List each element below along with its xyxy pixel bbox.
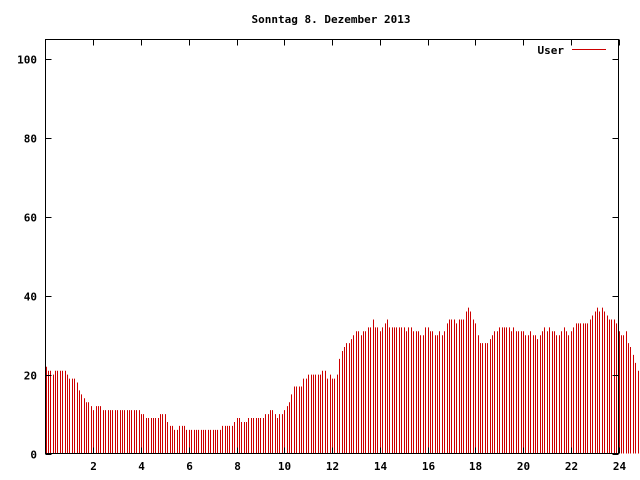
x-tick-label: 20 xyxy=(517,460,530,473)
x-tick-label: 14 xyxy=(374,460,388,473)
legend-label: User xyxy=(538,44,565,57)
y-tick-label: 40 xyxy=(24,291,37,304)
bars xyxy=(46,307,639,454)
y-tick-label: 80 xyxy=(24,133,37,146)
x-tick-label: 2 xyxy=(90,460,97,473)
y-tick-label: 20 xyxy=(24,370,37,383)
y-tick-label: 100 xyxy=(17,54,37,67)
x-tick-label: 6 xyxy=(186,460,193,473)
y-tick-label: 60 xyxy=(24,212,37,225)
x-tick-label: 8 xyxy=(234,460,241,473)
legend: User xyxy=(538,44,606,57)
x-tick-label: 16 xyxy=(422,460,436,473)
plot-frame xyxy=(45,39,619,454)
x-tick-label: 4 xyxy=(138,460,145,473)
x-tick-label: 22 xyxy=(565,460,578,473)
x-tick-label: 12 xyxy=(326,460,339,473)
chart-title: Sonntag 8. Dezember 2013 xyxy=(252,13,411,26)
x-tick-label: 10 xyxy=(278,460,291,473)
y-tick-label: 0 xyxy=(30,449,37,462)
x-tick-label: 18 xyxy=(469,460,482,473)
x-tick-label: 24 xyxy=(613,460,627,473)
